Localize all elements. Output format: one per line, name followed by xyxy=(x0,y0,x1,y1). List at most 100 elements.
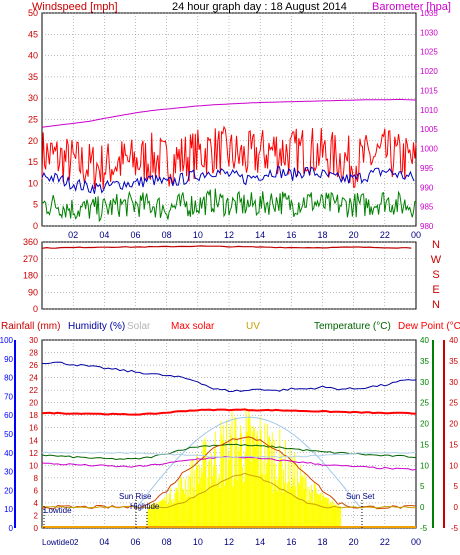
rain-tick-label: 100 xyxy=(0,336,14,345)
humidity-tick-label: 26 xyxy=(29,361,38,370)
compass-label-w: W xyxy=(431,254,442,266)
direction-tick-label: 360 xyxy=(23,237,38,247)
legend-humidity: Humidity (%) xyxy=(68,321,125,332)
dewpoint-tick-label: 5 xyxy=(454,482,459,491)
barometer-tick-label: 1020 xyxy=(420,67,438,76)
compass-label-n: N xyxy=(432,239,440,251)
series-solar-trace xyxy=(41,451,417,459)
x-tick-label: 02 xyxy=(68,230,78,240)
direction-tick-label: 90 xyxy=(28,287,38,297)
dewpoint-tick-label: 40 xyxy=(449,336,458,345)
rain-tick-label: 0 xyxy=(9,524,14,533)
wind-tick-label: 35 xyxy=(28,72,38,82)
wind-tick-label: 40 xyxy=(28,51,38,61)
humidity-tick-label: 18 xyxy=(29,411,38,420)
x-tick-label: 06 xyxy=(130,537,140,547)
wind-tick-label: 45 xyxy=(28,29,38,39)
x-tick-label: 22 xyxy=(380,230,390,240)
rain-tick-label: 30 xyxy=(4,468,13,477)
temperature-tick-label: 40 xyxy=(420,336,429,345)
x-tick-label: 10 xyxy=(193,537,203,547)
compass-label-e: E xyxy=(432,284,439,296)
barometer-tick-label: 980 xyxy=(420,222,434,231)
dewpoint-tick-label: -5 xyxy=(451,524,459,533)
humidity-tick-label: 6 xyxy=(34,486,39,495)
series-humidity xyxy=(41,361,417,393)
annotation-sunset: Sun Set xyxy=(346,492,375,501)
series-barometer xyxy=(41,98,417,128)
x-tick-label: 12 xyxy=(224,230,234,240)
direction-series xyxy=(41,245,412,249)
series-max-solar xyxy=(41,436,417,510)
barometer-tick-label: 1030 xyxy=(420,28,438,37)
legend-dew-point: Dew Point (°C) xyxy=(398,321,460,332)
dewpoint-tick-label: 15 xyxy=(449,440,458,449)
x-tick-label: 18 xyxy=(317,230,327,240)
wind-tick-label: 0 xyxy=(33,221,38,231)
wind-tick-label: 5 xyxy=(33,200,38,210)
legend-rainfall: Rainfall (mm) xyxy=(1,321,60,332)
dewpoint-tick-label: 25 xyxy=(449,399,458,408)
chart-title: 24 hour graph day : 18 August 2014 xyxy=(172,1,347,13)
x-tick-label: 22 xyxy=(380,537,390,547)
humidity-tick-label: 24 xyxy=(29,374,38,383)
x-tick-label: 04 xyxy=(99,537,109,547)
series-dew-point xyxy=(41,408,416,416)
rain-tick-label: 10 xyxy=(4,505,13,514)
x-tick-label: 16 xyxy=(286,537,296,547)
axis-labels: 0510152025303540455098098599099510001005… xyxy=(0,8,459,547)
windspeed-label: Windspeed [mph] xyxy=(32,1,118,13)
x-tick-label: 20 xyxy=(349,230,359,240)
barometer-tick-label: 985 xyxy=(420,203,434,212)
wind-tick-label: 50 xyxy=(28,8,38,18)
x-tick-label: 04 xyxy=(99,230,109,240)
temperature-tick-label: 35 xyxy=(420,357,429,366)
wind-tick-label: 15 xyxy=(28,157,38,167)
humidity-tick-label: 4 xyxy=(34,499,39,508)
rain-tick-label: 70 xyxy=(4,392,13,401)
wind-tick-label: 30 xyxy=(28,93,38,103)
wind-tick-label: 25 xyxy=(28,115,38,125)
legend-uv: UV xyxy=(246,321,260,332)
legend-solar: Solar xyxy=(127,321,151,332)
dewpoint-tick-label: 10 xyxy=(449,461,458,470)
temperature-tick-label: 30 xyxy=(420,378,429,387)
humidity-tick-label: 2 xyxy=(34,511,39,520)
annotation-sunrise: Sun Rise xyxy=(119,492,152,501)
x-tick-label: 00 xyxy=(411,230,421,240)
barometer-tick-label: 1025 xyxy=(420,48,438,57)
annotation-hightide: Hightide xyxy=(130,502,160,511)
rain-tick-label: 50 xyxy=(4,430,13,439)
x-tick-label: 06 xyxy=(130,230,140,240)
direction-tick-label: 180 xyxy=(23,271,38,281)
legend-temperature: Temperature (°C) xyxy=(314,321,391,332)
humidity-tick-label: 10 xyxy=(29,461,38,470)
temperature-tick-label: 0 xyxy=(420,503,425,512)
barometer-label: Barometer [hpa] xyxy=(372,1,451,13)
rain-humidity-solar-series xyxy=(41,361,417,528)
x-tick-label: 20 xyxy=(349,537,359,547)
barometer-tick-label: 1010 xyxy=(420,106,438,115)
series-wind_gust xyxy=(41,125,417,190)
x-tick-label: 00 xyxy=(411,537,421,547)
series-uv xyxy=(42,472,417,509)
wind-tick-label: 20 xyxy=(28,136,38,146)
dewpoint-tick-label: 20 xyxy=(449,420,458,429)
direction-tick-label: 0 xyxy=(33,304,38,314)
compass-label-n: N xyxy=(432,299,440,311)
humidity-tick-label: 20 xyxy=(29,399,38,408)
compass-label-s: S xyxy=(432,269,439,281)
dewpoint-tick-label: 30 xyxy=(449,378,458,387)
x-tick-label: 10 xyxy=(193,230,203,240)
humidity-tick-label: 0 xyxy=(34,524,39,533)
humidity-tick-label: 30 xyxy=(29,336,38,345)
dewpoint-tick-label: 0 xyxy=(454,503,459,512)
barometer-tick-label: 1000 xyxy=(420,145,438,154)
temperature-tick-label: 5 xyxy=(420,482,425,491)
temperature-tick-label: 25 xyxy=(420,399,429,408)
x-tick-label: 08 xyxy=(162,537,172,547)
temperature-tick-label: 10 xyxy=(420,461,429,470)
rain-tick-label: 90 xyxy=(4,355,13,364)
x-tick-label: 12 xyxy=(224,537,234,547)
